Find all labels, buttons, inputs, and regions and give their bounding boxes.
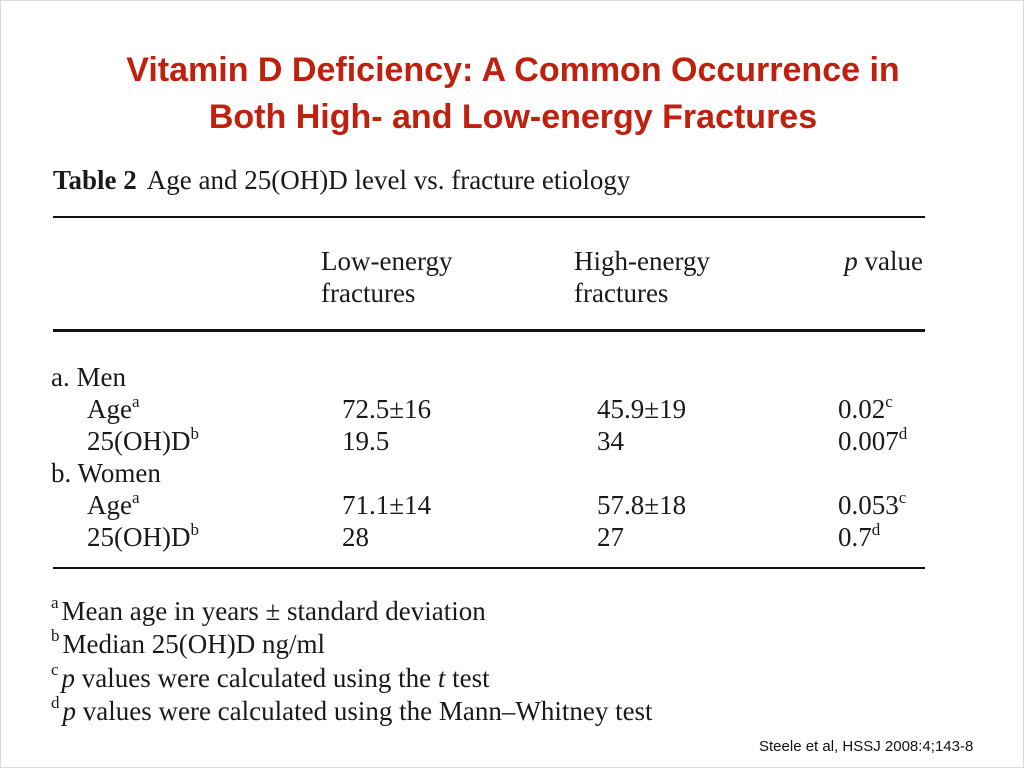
- footnote-mark: d: [51, 693, 60, 712]
- header-p-italic: p: [844, 246, 858, 276]
- footnote-mark: b: [51, 626, 60, 645]
- slide-title-line-2: Both High- and Low-energy Fractures: [208, 98, 818, 136]
- footnote-mark: a: [51, 593, 59, 612]
- header-low-energy-line-2: fractures: [321, 278, 416, 308]
- row-label: Agea: [87, 489, 140, 521]
- header-p-value: p value: [844, 245, 923, 277]
- cell-low-energy: 72.5±16: [342, 394, 432, 424]
- table-caption: Table 2 Age and 25(OH)D level vs. fractur…: [53, 165, 630, 196]
- cell-p-value: 0.007d: [838, 425, 907, 457]
- table-top-rule: [53, 216, 925, 218]
- citation: Steele et al, HSSJ 2008:4;143-8: [759, 738, 974, 755]
- p-value-sup: c: [885, 392, 893, 411]
- header-low-energy-line-1: Low-energy: [321, 246, 453, 276]
- footnote-text: test: [452, 663, 490, 693]
- p-value-sup: c: [898, 488, 907, 507]
- p-value-text: 0.02: [838, 394, 886, 424]
- footnote-italic: p: [61, 663, 76, 693]
- cell-p-value: 0.7d: [838, 521, 880, 553]
- table-label: Table 2: [53, 165, 137, 195]
- row-label-sup: b: [190, 424, 199, 443]
- table-bottom-rule: [53, 567, 925, 569]
- footnote-italic: t: [437, 663, 446, 693]
- p-value-sup: d: [871, 520, 881, 539]
- footnote-mark: c: [51, 660, 59, 679]
- table-caption-text: Age and 25(OH)D level vs. fracture etiol…: [146, 165, 631, 195]
- header-low-energy: Low-energy fractures: [321, 245, 452, 309]
- header-high-energy: High-energy fractures: [574, 245, 710, 309]
- footnote-text: values were calculated using the Mann–Wh…: [82, 696, 653, 726]
- group-label-men: a. Men: [51, 362, 126, 392]
- footnote: b Median 25(OH)D ng/ml: [51, 626, 325, 660]
- p-value-sup: d: [898, 424, 908, 443]
- footnote-text: Mean age in years ± standard deviation: [61, 596, 486, 626]
- row-label-text: 25(OH)D: [87, 522, 191, 552]
- header-p-rest: value: [864, 246, 923, 276]
- group-label-women: b. Women: [51, 458, 161, 488]
- slide-title-line-1: Vitamin D Deficiency: A Common Occurrenc…: [126, 51, 900, 89]
- cell-p-value: 0.053c: [838, 489, 906, 521]
- footnote-italic: p: [62, 696, 77, 726]
- footnote: a Mean age in years ± standard deviation: [51, 593, 486, 627]
- header-high-energy-line-1: High-energy: [574, 246, 710, 276]
- cell-high-energy: 27: [597, 522, 624, 552]
- p-value-text: 0.007: [838, 426, 899, 456]
- footnote-text: Median 25(OH)D ng/ml: [62, 629, 325, 659]
- cell-low-energy: 28: [342, 522, 369, 552]
- cell-high-energy: 57.8±18: [597, 490, 687, 520]
- table-header-rule: [53, 329, 925, 332]
- cell-high-energy: 34: [597, 426, 624, 456]
- cell-high-energy: 45.9±19: [597, 394, 687, 424]
- row-label-sup: a: [131, 392, 140, 411]
- row-label-text: Age: [87, 490, 132, 520]
- p-value-text: 0.053: [838, 490, 899, 520]
- slide-title: Vitamin D Deficiency: A Common Occurrenc…: [1, 47, 1024, 141]
- cell-p-value: 0.02c: [838, 393, 893, 425]
- footnote-text: values were calculated using the: [81, 663, 432, 693]
- row-label: 25(OH)Db: [87, 521, 199, 553]
- row-label: Agea: [87, 393, 140, 425]
- row-label-sup: a: [131, 488, 140, 507]
- row-label-sup: b: [190, 520, 199, 539]
- row-label-text: 25(OH)D: [87, 426, 191, 456]
- p-value-text: 0.7: [838, 522, 872, 552]
- cell-low-energy: 71.1±14: [342, 490, 432, 520]
- row-label: 25(OH)Db: [87, 425, 199, 457]
- row-label-text: Age: [87, 394, 132, 424]
- header-high-energy-line-2: fractures: [574, 278, 669, 308]
- cell-low-energy: 19.5: [342, 426, 390, 456]
